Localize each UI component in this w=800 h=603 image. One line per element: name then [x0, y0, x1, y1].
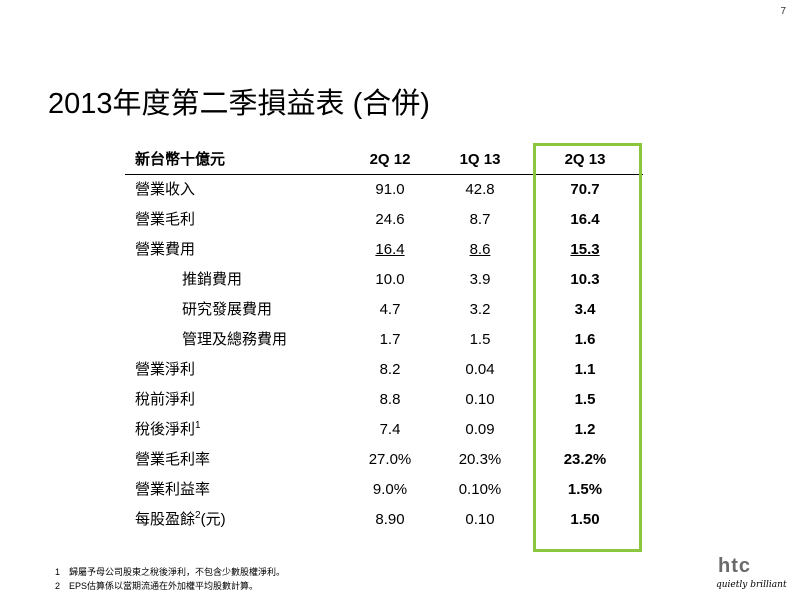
row-label: 營業收入	[135, 181, 196, 198]
cell-1q13: 8.7	[469, 211, 491, 228]
row-label: 營業毛利率	[135, 451, 211, 468]
cell-2q13: 70.7	[570, 181, 600, 198]
cell-2q12: 4.7	[379, 301, 401, 318]
current-quarter-highlight	[533, 143, 642, 552]
cell-2q12: 8.90	[375, 511, 405, 528]
cell-2q13: 1.5	[574, 391, 596, 408]
row-label-text: 每股盈餘	[135, 511, 196, 528]
cell-2q12: 91.0	[375, 181, 405, 198]
page-number: 7	[780, 6, 786, 17]
cell-2q12: 27.0%	[368, 451, 412, 468]
row-operating-expenses: 營業費用 16.4 8.6 15.3	[125, 235, 643, 265]
header-2q12: 2Q 12	[369, 151, 411, 168]
row-label: 推銷費用	[182, 271, 243, 288]
cell-2q13: 15.3	[535, 235, 635, 265]
cell-value: 8.6	[469, 241, 491, 258]
cell-2q12: 10.0	[375, 271, 405, 288]
row-label: 稅前淨利	[135, 391, 196, 408]
cell-2q13: 1.5%	[567, 481, 603, 498]
row-operating-revenue: 營業收入 91.0 42.8 70.7	[125, 175, 643, 205]
cell-1q13: 3.2	[469, 301, 491, 318]
cell-value: 15.3	[570, 241, 600, 258]
cell-2q12: 24.6	[375, 211, 405, 228]
cell-2q13: 1.2	[574, 421, 596, 438]
row-label: 營業利益率	[135, 481, 211, 498]
cell-1q13: 0.10%	[458, 481, 502, 498]
row-label: 管理及總務費用	[182, 331, 288, 348]
page-title: 2013年度第二季損益表 (合併)	[48, 88, 430, 120]
row-label: 營業毛利	[135, 211, 196, 228]
cell-2q13: 3.4	[574, 301, 596, 318]
cell-2q13: 1.6	[574, 331, 596, 348]
cell-2q12: 8.2	[379, 361, 401, 378]
logo-tagline: quietly brilliant	[716, 580, 787, 590]
header-unit: 新台幣十億元	[135, 151, 226, 168]
cell-2q12: 1.7	[379, 331, 401, 348]
cell-2q12: 8.8	[379, 391, 401, 408]
footnote-text: EPS估算係以當期流通在外加權平均股數計算。	[69, 581, 259, 591]
cell-1q13: 0.04	[465, 361, 495, 378]
cell-2q13: 10.3	[570, 271, 600, 288]
footnote-2: 2 EPS估算係以當期流通在外加權平均股數計算。	[55, 579, 285, 593]
cell-value: 16.4	[375, 241, 405, 258]
footnote-number: 1	[55, 567, 61, 577]
footnotes: 1 歸屬予母公司股東之稅後淨利，不包含少數股權淨利。 2 EPS估算係以當期流通在外…	[55, 565, 285, 593]
header-2q13: 2Q 13	[564, 151, 606, 168]
row-gross-profit: 營業毛利 24.6 8.7 16.4	[125, 205, 643, 235]
footnote-1: 1 歸屬予母公司股東之稅後淨利，不包含少數股權淨利。	[55, 565, 285, 579]
row-label-text: 稅後淨利	[135, 421, 196, 438]
row-label: 研究發展費用	[182, 301, 273, 318]
cell-1q13: 42.8	[465, 181, 495, 198]
cell-2q13: 23.2%	[563, 451, 607, 468]
cell-2q13: 16.4	[570, 211, 600, 228]
footnote-text: 歸屬予母公司股東之稅後淨利，不包含少數股權淨利。	[69, 567, 286, 577]
row-label: 營業費用	[135, 241, 196, 258]
row-net-income: 稅後淨利1 7.4 0.09 1.2	[125, 415, 643, 445]
row-label: 每股盈餘2(元)	[135, 505, 226, 535]
logo-brand: htc	[718, 555, 751, 577]
cell-2q12: 7.4	[379, 421, 401, 438]
row-selling-expenses: 推銷費用 10.0 3.9 10.3	[125, 265, 643, 295]
cell-2q12: 9.0%	[372, 481, 408, 498]
row-pretax-income: 稅前淨利 8.8 0.10 1.5	[125, 385, 643, 415]
row-rd-expenses: 研究發展費用 4.7 3.2 3.4	[125, 295, 643, 325]
row-label-unit: (元)	[200, 511, 226, 528]
cell-1q13: 0.09	[465, 421, 495, 438]
cell-1q13: 8.6	[435, 235, 525, 265]
footnote-number: 2	[55, 581, 61, 591]
row-eps: 每股盈餘2(元) 8.90 0.10 1.50	[125, 505, 643, 535]
header-1q13: 1Q 13	[459, 151, 501, 168]
table-header-row: 新台幣十億元 2Q 12 1Q 13 2Q 13	[125, 146, 643, 175]
cell-1q13: 0.10	[465, 391, 495, 408]
footnote-ref: 2	[195, 510, 201, 521]
row-label: 營業淨利	[135, 361, 196, 378]
row-operating-income: 營業淨利 8.2 0.04 1.1	[125, 355, 643, 385]
cell-2q13: 1.1	[574, 361, 596, 378]
cell-1q13: 0.10	[465, 511, 495, 528]
htc-logo: htc quietly brilliant	[716, 555, 787, 590]
cell-2q13: 1.50	[570, 511, 600, 528]
cell-2q12: 16.4	[345, 235, 435, 265]
income-statement-table: 新台幣十億元 2Q 12 1Q 13 2Q 13 營業收入 91.0 42.8 …	[125, 146, 643, 535]
row-gross-margin: 營業毛利率 27.0% 20.3% 23.2%	[125, 445, 643, 475]
cell-1q13: 1.5	[469, 331, 491, 348]
row-admin-expenses: 管理及總務費用 1.7 1.5 1.6	[125, 325, 643, 355]
cell-1q13: 20.3%	[458, 451, 502, 468]
row-operating-margin: 營業利益率 9.0% 0.10% 1.5%	[125, 475, 643, 505]
row-label: 稅後淨利1	[135, 415, 201, 445]
footnote-ref: 1	[195, 420, 201, 431]
cell-1q13: 3.9	[469, 271, 491, 288]
